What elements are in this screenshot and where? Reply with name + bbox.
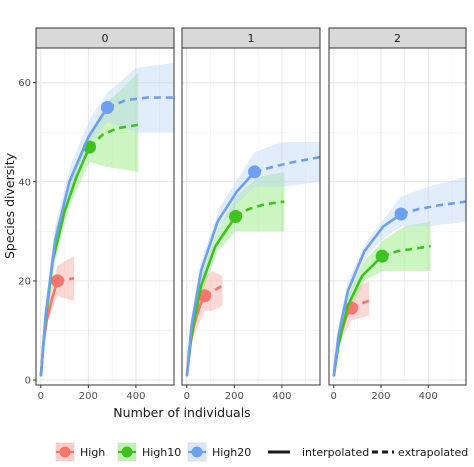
observed-point-High20 xyxy=(394,207,408,221)
legend: High High10 High20 interpolated extrapolated xyxy=(55,442,468,462)
observed-point-High10 xyxy=(229,210,243,223)
panel-1: 1 0 200 400 xyxy=(181,27,321,402)
band-High10 xyxy=(338,221,431,351)
x-tick-label: 0 xyxy=(184,391,190,402)
legend-label-High10: High10 xyxy=(142,446,181,459)
y-axis-title: Species diversity xyxy=(2,152,17,259)
x-axis-title: Number of individuals xyxy=(113,405,250,420)
band-High xyxy=(336,280,370,361)
band-High xyxy=(189,271,223,356)
observed-point-High xyxy=(50,274,64,288)
panel-background xyxy=(182,48,320,385)
band-High20 xyxy=(45,62,174,326)
band-High10 xyxy=(191,171,285,346)
observed-point-High20 xyxy=(248,165,262,179)
extrapolated-line-High10 xyxy=(234,200,285,218)
facet-label: 1 xyxy=(248,32,255,45)
x-tick-label: 0 xyxy=(331,391,337,402)
y-tick-label: 0 xyxy=(25,376,31,387)
x-tick-label: 200 xyxy=(225,391,244,402)
band-High20 xyxy=(338,176,466,346)
legend-key-point xyxy=(121,446,133,458)
panel-border xyxy=(35,47,175,386)
x-tick-label: 400 xyxy=(126,391,145,402)
band-High10 xyxy=(45,72,139,331)
extrapolated-line-High10 xyxy=(381,244,431,258)
observed-point-High xyxy=(198,289,212,303)
legend-label-High20: High20 xyxy=(212,446,251,459)
band-High xyxy=(43,256,75,351)
extrapolated-line-High20 xyxy=(400,200,467,216)
band-High20 xyxy=(191,142,320,336)
x-tick-label: 0 xyxy=(38,391,44,402)
y-tick-label: 60 xyxy=(18,78,31,89)
legend-label-High: High xyxy=(80,446,105,459)
observed-point-High10 xyxy=(375,249,389,263)
x-tick-label: 400 xyxy=(272,391,291,402)
observed-point-High20 xyxy=(100,100,114,114)
extrapolated-line-High20 xyxy=(254,155,321,174)
y-tick-label: 40 xyxy=(18,177,31,188)
facet-label: 2 xyxy=(394,32,401,45)
y-tick-label: 20 xyxy=(18,276,31,287)
panel-border xyxy=(328,47,467,386)
legend-label-interpolated: interpolated xyxy=(302,446,369,459)
x-tick-label: 200 xyxy=(79,391,98,402)
facet-label: 0 xyxy=(102,32,109,45)
interpolated-line-High20 xyxy=(185,170,256,377)
legend-key-point xyxy=(59,446,71,458)
panel-2: 2 0 200 400 xyxy=(328,27,467,402)
interpolated-line-High20 xyxy=(332,212,403,377)
x-tick-label: 200 xyxy=(371,391,390,402)
x-tick-label: 400 xyxy=(419,391,438,402)
legend-key-point xyxy=(191,446,203,458)
panel-border xyxy=(181,47,321,386)
legend-label-extrapolated: extrapolated xyxy=(398,446,468,459)
extrapolated-line-High10 xyxy=(88,123,139,149)
interpolated-line-High20 xyxy=(39,106,109,377)
